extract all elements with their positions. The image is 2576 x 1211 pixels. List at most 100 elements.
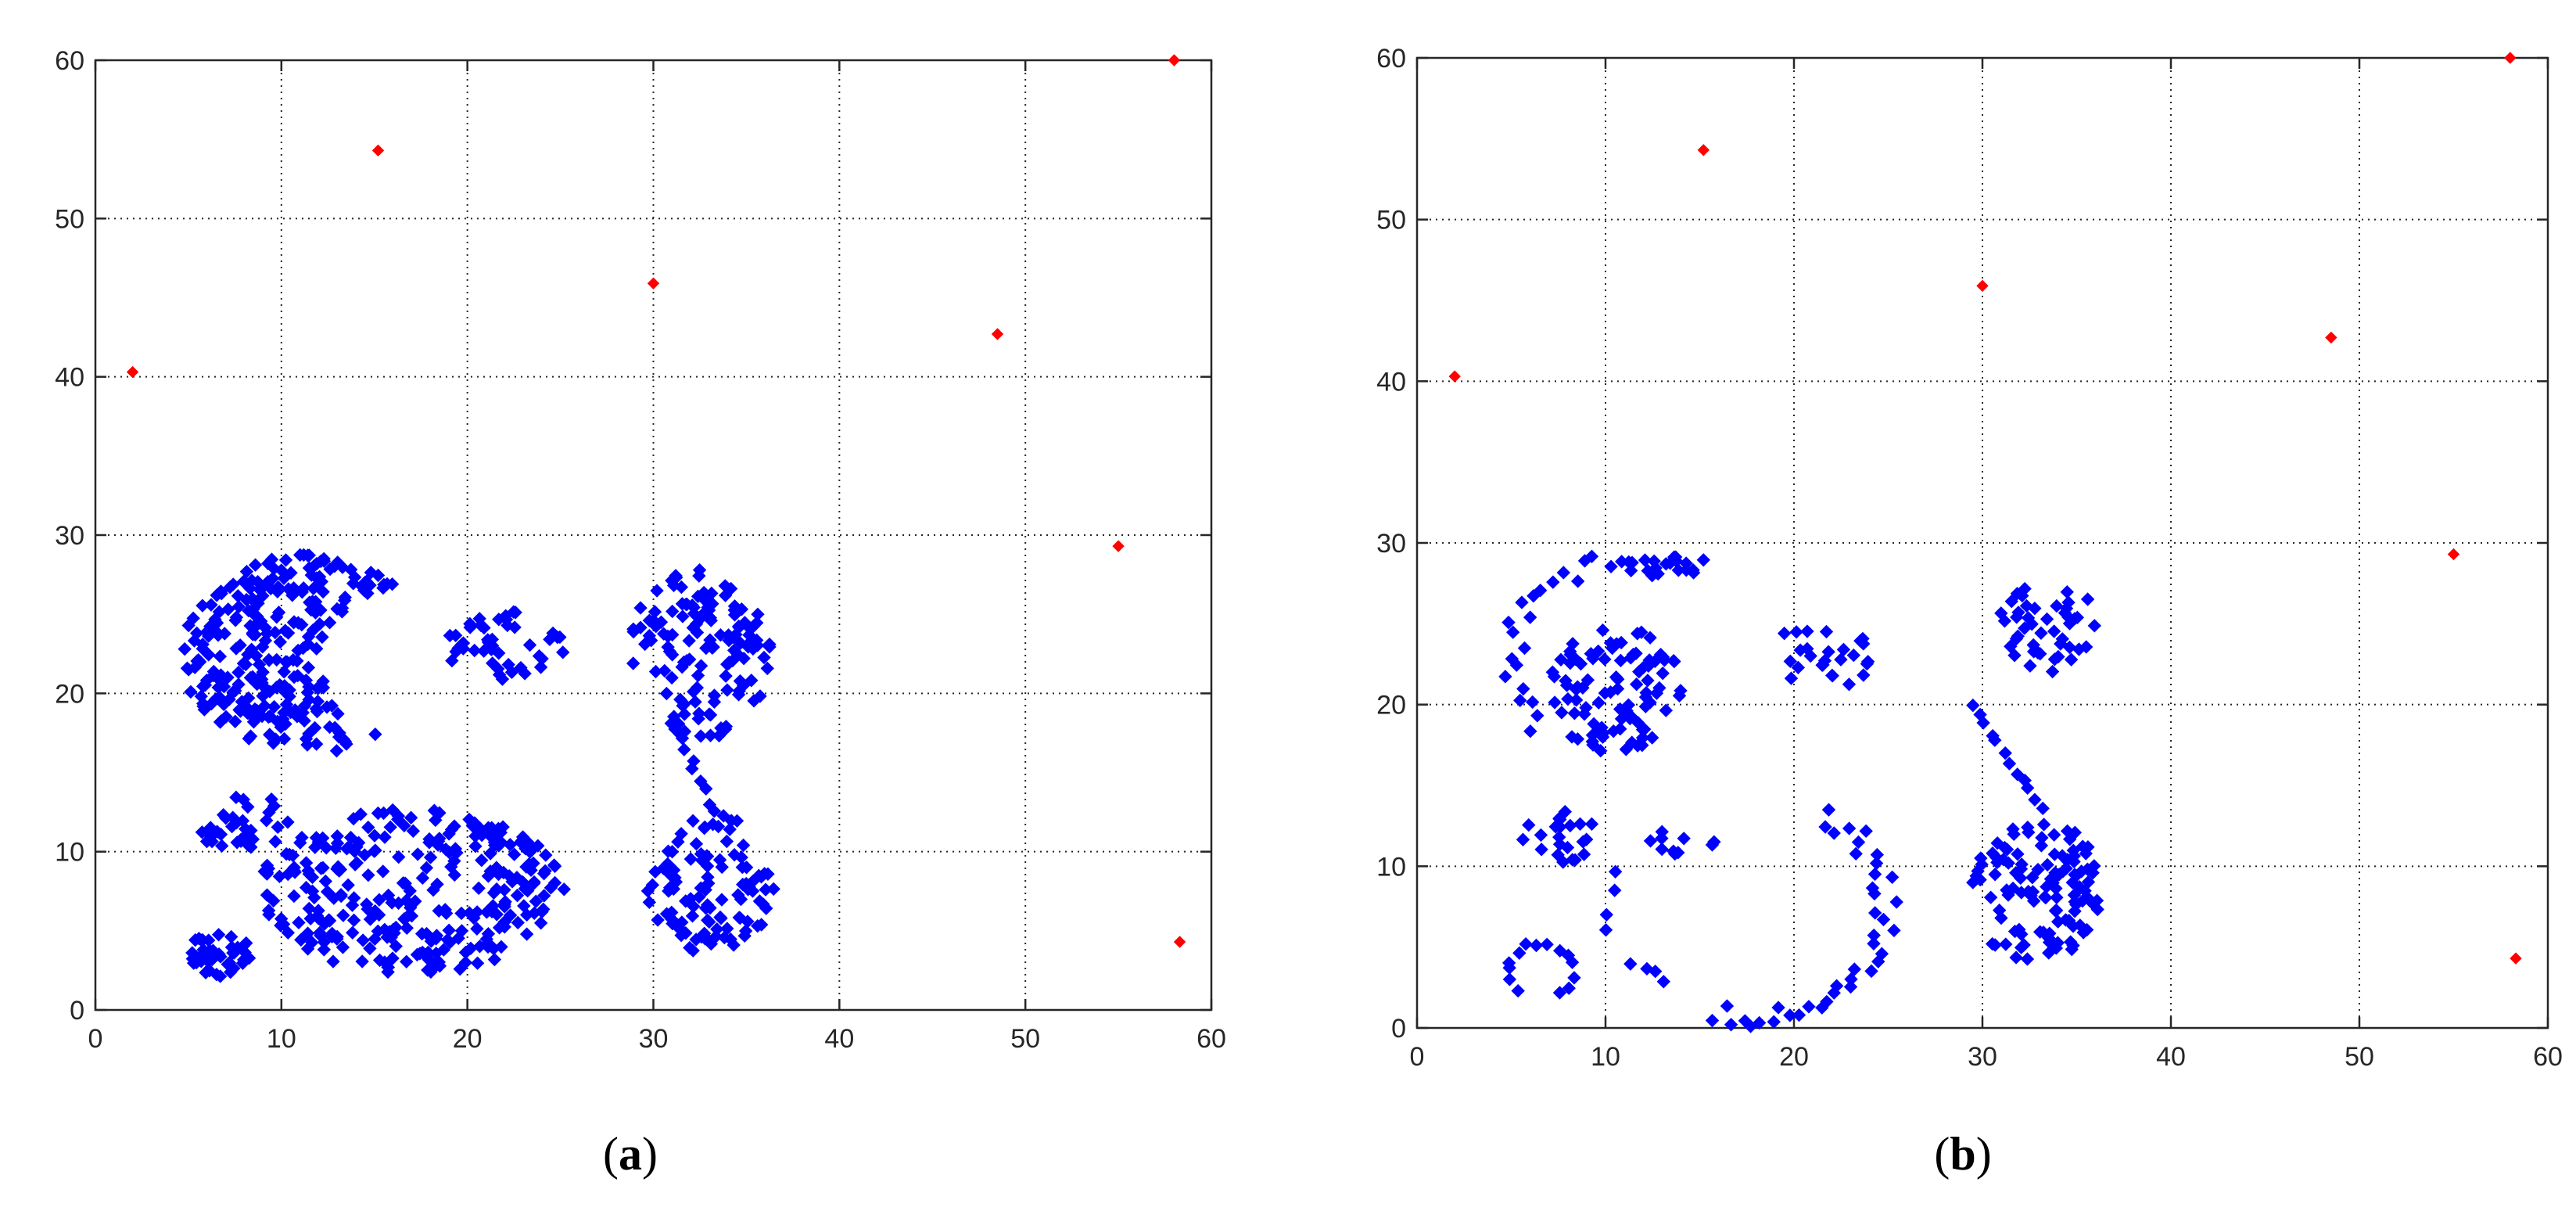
sensor-node-point [1976, 716, 1990, 730]
sensor-node-point [439, 906, 454, 921]
sensor-node-point [1834, 652, 1848, 667]
sensor-node-point [739, 861, 754, 875]
sensor-node-point [669, 570, 683, 584]
sensor-node-point [468, 816, 482, 830]
sensor-node-point [707, 804, 722, 818]
sensor-node-point [533, 916, 548, 930]
sensor-node-point [203, 946, 217, 960]
sensor-node-point [1860, 656, 1875, 671]
sensor-node-point [1569, 693, 1584, 707]
sensor-node-point [645, 878, 660, 892]
sensor-node-point [1606, 724, 1620, 738]
sensor-node-point [1705, 1013, 1720, 1028]
sensor-node-point [1515, 595, 1529, 609]
sensor-node-point [214, 839, 229, 853]
sensor-node-point [299, 880, 314, 895]
sensor-node-point [497, 865, 511, 880]
sensor-node-point [307, 581, 321, 596]
sensor-node-point [1829, 979, 1844, 993]
sensor-node-point [1997, 853, 2011, 867]
sensor-node-point [507, 847, 522, 861]
sensor-node-point [1516, 681, 1530, 696]
sensor-node-point [273, 634, 288, 649]
sensor-node-point [1547, 670, 1562, 684]
sensor-node-point [518, 667, 532, 681]
sensor-node-point [233, 704, 248, 718]
sensor-node-point [297, 713, 311, 728]
sensor-node-point [286, 580, 301, 595]
sensor-node-point [224, 819, 239, 834]
sensor-node-point [454, 638, 469, 652]
sensor-node-point [1638, 553, 1652, 567]
sensor-node-point [207, 826, 221, 840]
sensor-node-point [496, 820, 510, 834]
sensor-node-point [196, 598, 210, 613]
sensor-node-point [336, 732, 351, 746]
sensor-node-point [1857, 668, 1871, 682]
sensor-node-point [367, 844, 382, 858]
sensor-node-point [1659, 703, 1674, 717]
y-tick-label: 20 [1376, 691, 1406, 720]
sensor-node-point [202, 648, 216, 662]
sensor-node-point [1517, 641, 1532, 656]
sensor-node-point [686, 943, 700, 958]
sensor-node-point [2047, 847, 2062, 861]
sensor-node-point [1533, 583, 1548, 598]
sensor-node-point [687, 606, 701, 621]
sensor-node-point [1988, 733, 2002, 747]
sensor-node-point [241, 800, 255, 814]
sensor-node-point [399, 893, 414, 907]
sensor-node-point [1623, 957, 1638, 971]
sensor-node-point [1853, 634, 1867, 648]
sensor-node-point [694, 729, 708, 743]
sensor-node-point [335, 940, 350, 954]
sensor-node-point [1546, 575, 1560, 589]
sensor-node-point [268, 835, 282, 849]
sensor-node-point [430, 877, 444, 892]
sensor-node-point [486, 886, 501, 900]
sensor-node-point [319, 841, 333, 855]
sensor-node-point [2007, 649, 2022, 663]
sensor-node-point [522, 638, 537, 652]
sensor-node-point [229, 641, 243, 656]
sensor-node-point [691, 589, 705, 604]
sensor-node-point [1594, 743, 1608, 758]
sensor-node-point [1707, 835, 1721, 849]
sensor-node-point [682, 634, 696, 648]
sensor-node-point [427, 803, 442, 818]
y-tick-label: 40 [55, 363, 84, 393]
sensor-node-point [2032, 925, 2047, 939]
sensor-node-point [2080, 592, 2095, 606]
sensor-node-point [224, 965, 238, 979]
sensor-node-point [2090, 893, 2104, 907]
anchor-node-point [371, 144, 385, 157]
sensor-node-point [277, 731, 292, 746]
sensor-node-point [2036, 801, 2050, 816]
sensor-node-point [1573, 656, 1588, 671]
sensor-node-point [281, 925, 296, 940]
sensor-node-point [448, 628, 463, 642]
sensor-node-point [495, 672, 510, 686]
sensor-node-point [328, 559, 342, 573]
sensor-node-point [666, 882, 681, 897]
sensor-node-point [536, 866, 551, 881]
sensor-node-point [717, 930, 732, 945]
sensor-node-point [290, 654, 304, 668]
sensor-node-point [557, 882, 571, 897]
sensor-node-point [515, 875, 530, 889]
sensor-node-point [301, 864, 315, 878]
sensor-node-point [666, 604, 680, 619]
sensor-node-point [1827, 826, 1841, 840]
sensor-node-point [1821, 645, 1835, 659]
sensor-node-point [2086, 865, 2100, 880]
sensor-node-point [676, 609, 690, 623]
sensor-node-point [658, 663, 672, 678]
sensor-node-point [676, 655, 691, 670]
sensor-node-point [346, 913, 361, 928]
sensor-node-point [191, 652, 206, 667]
sensor-node-point [307, 890, 321, 905]
sensor-node-point [1638, 699, 1653, 713]
sensor-node-point [2000, 883, 2014, 897]
sensor-node-point [1784, 671, 1799, 685]
sensor-node-point [1867, 928, 1881, 943]
